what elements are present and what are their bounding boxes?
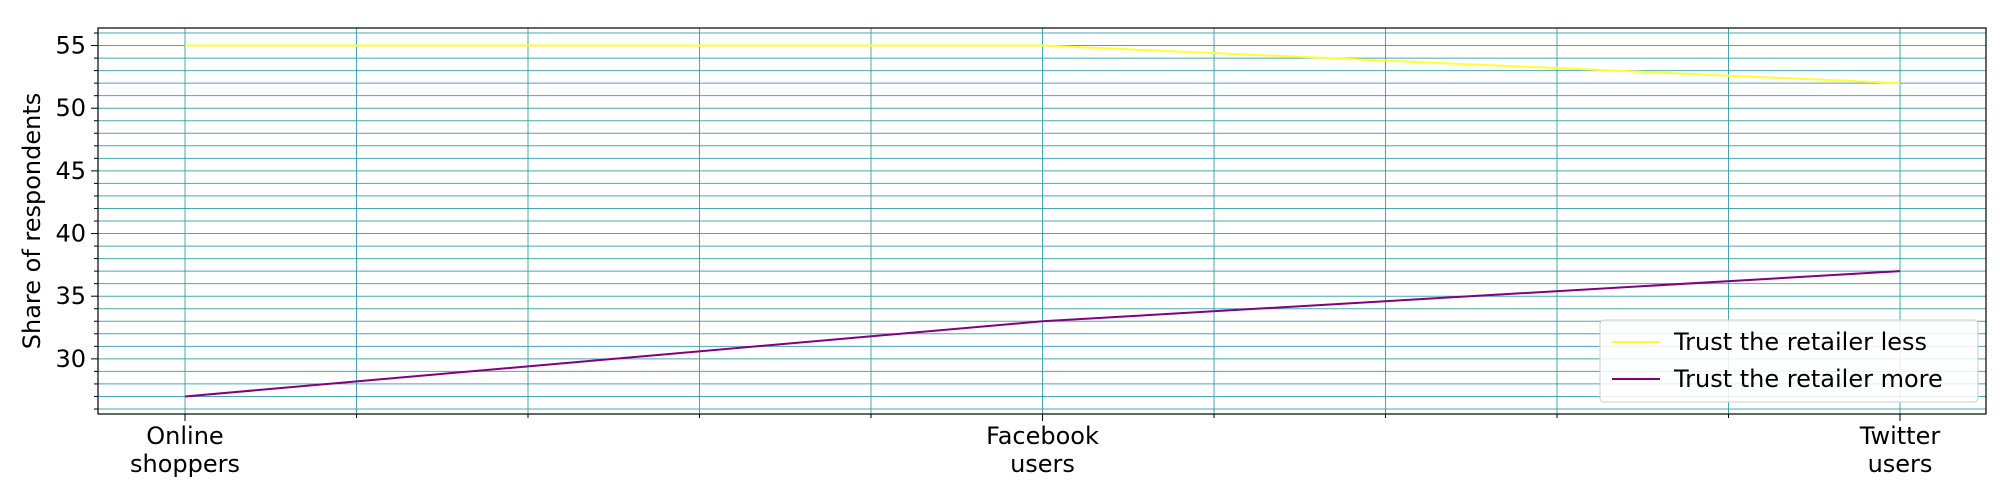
- grid-layer: [98, 28, 1986, 414]
- x-tick-label: Online shoppers: [130, 422, 240, 478]
- x-tick-label: Twitter users: [1859, 422, 1941, 478]
- series-layer: [184, 44, 1901, 398]
- legend-box: [1599, 319, 1979, 403]
- series-line: [184, 270, 1901, 398]
- y-tick-label: 50: [55, 94, 86, 122]
- y-axis-label: Share of respondents: [18, 93, 46, 350]
- ticks-layer: 30 35 40 45 50 55 Online shoppers Facebook users T…: [55, 32, 1940, 478]
- series-line: [185, 44, 1901, 85]
- legend-label: Trust the retailer more: [1673, 365, 1943, 393]
- y-tick-label: 35: [55, 282, 86, 310]
- y-tick-label: 30: [55, 345, 86, 373]
- y-tick-label: 45: [55, 157, 86, 185]
- legend: Trust the retailer less Trust the retaile…: [1599, 319, 1979, 403]
- legend-label: Trust the retailer less: [1673, 328, 1927, 356]
- y-tick-label: 40: [55, 220, 86, 248]
- y-tick-label: 55: [55, 32, 86, 60]
- x-tick-label: Facebook users: [986, 422, 1099, 478]
